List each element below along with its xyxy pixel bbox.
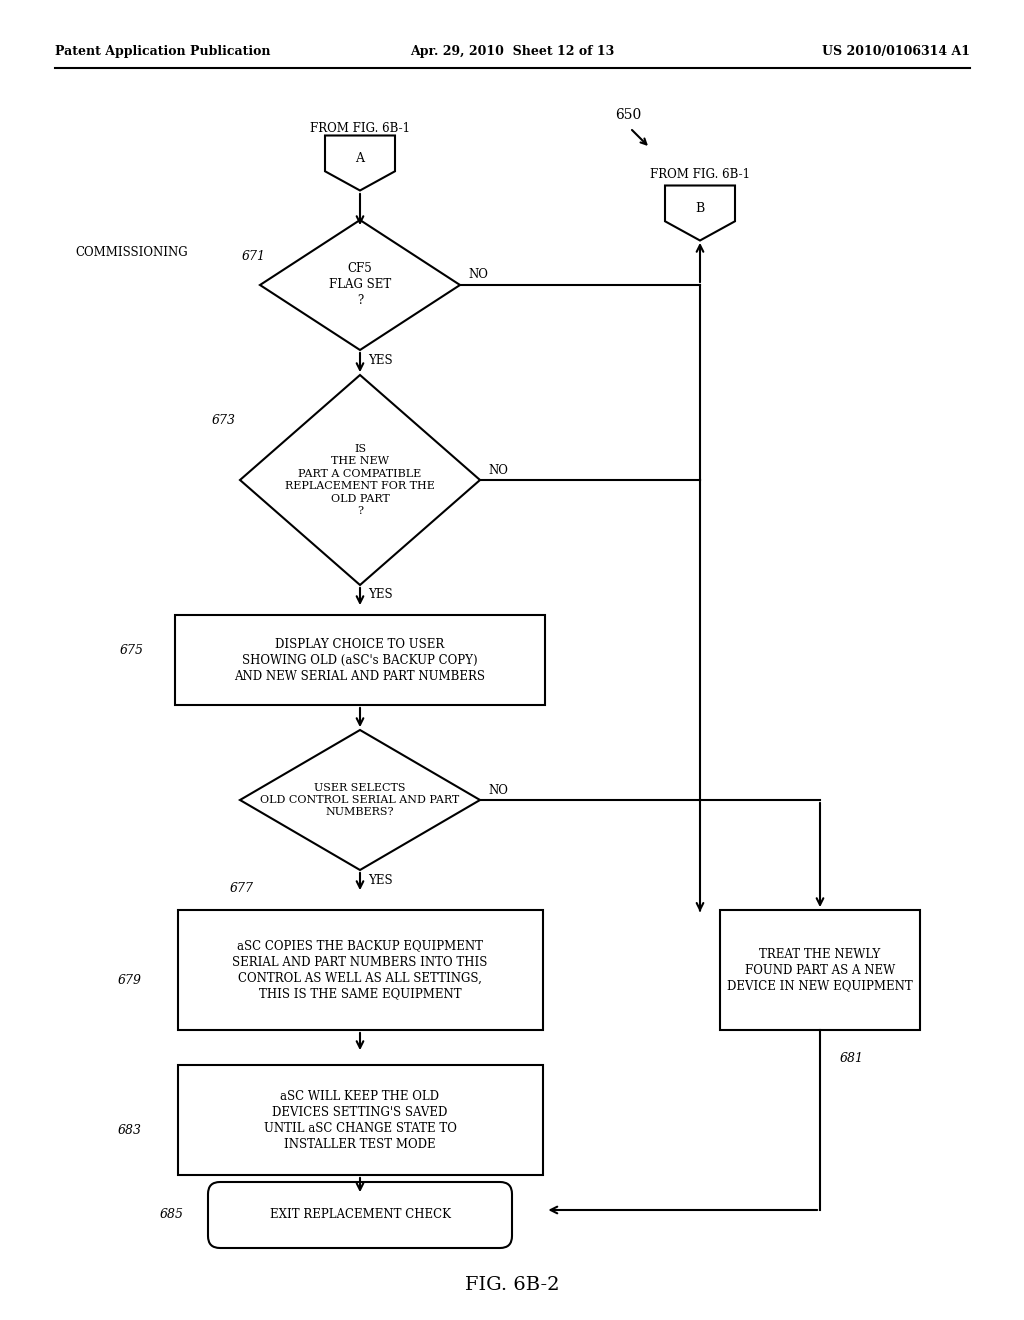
Text: FIG. 6B-2: FIG. 6B-2 <box>465 1276 559 1294</box>
Text: TREAT THE NEWLY
FOUND PART AS A NEW
DEVICE IN NEW EQUIPMENT: TREAT THE NEWLY FOUND PART AS A NEW DEVI… <box>727 948 912 993</box>
Text: YES: YES <box>368 874 392 887</box>
Text: IS
THE NEW
PART A COMPATIBLE
REPLACEMENT FOR THE
OLD PART
?: IS THE NEW PART A COMPATIBLE REPLACEMENT… <box>285 444 435 516</box>
Bar <box>177 909 543 1030</box>
Text: NO: NO <box>488 463 508 477</box>
Text: 677: 677 <box>230 882 254 895</box>
Text: 650: 650 <box>615 108 641 121</box>
Text: NO: NO <box>468 268 487 281</box>
Text: aSC COPIES THE BACKUP EQUIPMENT
SERIAL AND PART NUMBERS INTO THIS
CONTROL AS WEL: aSC COPIES THE BACKUP EQUIPMENT SERIAL A… <box>232 940 487 1001</box>
Text: USER SELECTS
OLD CONTROL SERIAL AND PART
NUMBERS?: USER SELECTS OLD CONTROL SERIAL AND PART… <box>260 783 460 817</box>
Text: YES: YES <box>368 589 392 602</box>
Bar <box>175 615 545 705</box>
Text: aSC WILL KEEP THE OLD
DEVICES SETTING'S SAVED
UNTIL aSC CHANGE STATE TO
INSTALLE: aSC WILL KEEP THE OLD DEVICES SETTING'S … <box>263 1089 457 1151</box>
Text: 679: 679 <box>118 974 141 986</box>
Text: 673: 673 <box>212 413 236 426</box>
Text: EXIT REPLACEMENT CHECK: EXIT REPLACEMENT CHECK <box>269 1209 451 1221</box>
Text: 675: 675 <box>120 644 144 656</box>
Text: 681: 681 <box>840 1052 864 1064</box>
Text: 671: 671 <box>242 251 266 264</box>
Text: FROM FIG. 6B-1: FROM FIG. 6B-1 <box>650 169 750 181</box>
Text: CF5
FLAG SET
?: CF5 FLAG SET ? <box>329 263 391 308</box>
Text: NO: NO <box>488 784 508 796</box>
Text: US 2010/0106314 A1: US 2010/0106314 A1 <box>822 45 970 58</box>
Text: FROM FIG. 6B-1: FROM FIG. 6B-1 <box>310 121 410 135</box>
Bar <box>720 909 920 1030</box>
Text: DISPLAY CHOICE TO USER
SHOWING OLD (aSC's BACKUP COPY)
AND NEW SERIAL AND PART N: DISPLAY CHOICE TO USER SHOWING OLD (aSC'… <box>234 638 485 682</box>
Text: 683: 683 <box>118 1123 141 1137</box>
Text: Apr. 29, 2010  Sheet 12 of 13: Apr. 29, 2010 Sheet 12 of 13 <box>410 45 614 58</box>
Text: COMMISSIONING: COMMISSIONING <box>75 247 187 260</box>
Text: 685: 685 <box>160 1209 184 1221</box>
Text: Patent Application Publication: Patent Application Publication <box>55 45 270 58</box>
Text: A: A <box>355 152 365 165</box>
Bar <box>177 1065 543 1175</box>
Text: B: B <box>695 202 705 215</box>
Text: YES: YES <box>368 354 392 367</box>
